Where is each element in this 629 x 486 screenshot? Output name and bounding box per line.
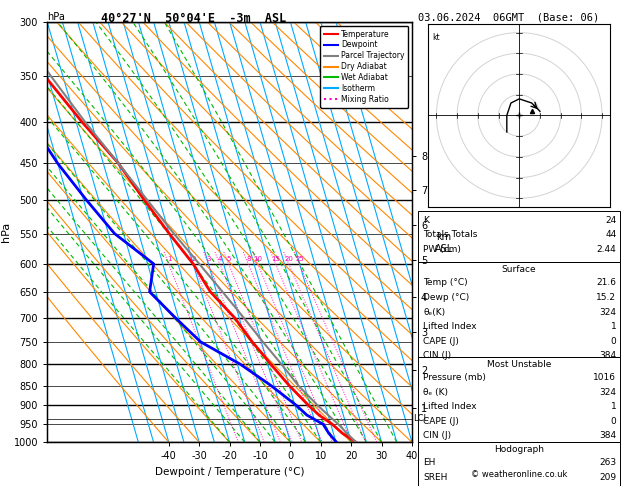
Text: 2.44: 2.44	[597, 245, 616, 254]
Text: 1016: 1016	[593, 373, 616, 382]
Text: 0: 0	[611, 337, 616, 346]
Text: 25: 25	[295, 256, 304, 261]
Text: 384: 384	[599, 351, 616, 360]
Text: Lifted Index: Lifted Index	[423, 402, 477, 411]
Text: 324: 324	[599, 308, 616, 316]
Text: 209: 209	[599, 473, 616, 482]
Text: 10: 10	[253, 256, 263, 261]
Text: Dewp (°C): Dewp (°C)	[423, 293, 470, 302]
Text: 24: 24	[605, 216, 616, 225]
Text: 21.6: 21.6	[596, 278, 616, 287]
Text: 1: 1	[167, 256, 171, 261]
X-axis label: Dewpoint / Temperature (°C): Dewpoint / Temperature (°C)	[155, 467, 304, 477]
Text: 5: 5	[227, 256, 231, 261]
Text: 44: 44	[605, 230, 616, 239]
Text: EH: EH	[423, 458, 436, 467]
Text: PW (cm): PW (cm)	[423, 245, 461, 254]
Text: 8: 8	[247, 256, 251, 261]
Text: Surface: Surface	[501, 265, 537, 274]
Text: 1: 1	[611, 322, 616, 331]
Text: Lifted Index: Lifted Index	[423, 322, 477, 331]
Text: 1: 1	[611, 402, 616, 411]
Text: 0: 0	[611, 417, 616, 426]
Legend: Temperature, Dewpoint, Parcel Trajectory, Dry Adiabat, Wet Adiabat, Isotherm, Mi: Temperature, Dewpoint, Parcel Trajectory…	[320, 26, 408, 108]
Text: © weatheronline.co.uk: © weatheronline.co.uk	[470, 469, 567, 479]
Text: 40°27'N  50°04'E  -3m  ASL: 40°27'N 50°04'E -3m ASL	[101, 12, 286, 25]
Text: θₑ(K): θₑ(K)	[423, 308, 445, 316]
Text: CAPE (J): CAPE (J)	[423, 337, 459, 346]
Text: SREH: SREH	[423, 473, 448, 482]
Text: 20: 20	[285, 256, 294, 261]
Text: hPa: hPa	[47, 12, 65, 22]
Text: 03.06.2024  06GMT  (Base: 06): 03.06.2024 06GMT (Base: 06)	[418, 12, 599, 22]
Text: Most Unstable: Most Unstable	[487, 360, 551, 369]
Y-axis label: hPa: hPa	[1, 222, 11, 242]
Text: Hodograph: Hodograph	[494, 445, 544, 454]
Text: 15: 15	[272, 256, 281, 261]
Text: 384: 384	[599, 432, 616, 440]
Text: LCL: LCL	[413, 414, 428, 423]
Text: CAPE (J): CAPE (J)	[423, 417, 459, 426]
Text: kt: kt	[432, 33, 440, 42]
Text: θₑ (K): θₑ (K)	[423, 388, 448, 397]
Text: K: K	[423, 216, 429, 225]
Text: 263: 263	[599, 458, 616, 467]
Text: Temp (°C): Temp (°C)	[423, 278, 468, 287]
Y-axis label: km
ASL: km ASL	[435, 232, 453, 254]
Text: 324: 324	[599, 388, 616, 397]
Text: 2: 2	[192, 256, 196, 261]
Text: 15.2: 15.2	[596, 293, 616, 302]
Text: Totals Totals: Totals Totals	[423, 230, 477, 239]
Text: CIN (J): CIN (J)	[423, 432, 452, 440]
Text: 3: 3	[207, 256, 211, 261]
Text: 4: 4	[218, 256, 222, 261]
Text: CIN (J): CIN (J)	[423, 351, 452, 360]
Text: Pressure (mb): Pressure (mb)	[423, 373, 486, 382]
